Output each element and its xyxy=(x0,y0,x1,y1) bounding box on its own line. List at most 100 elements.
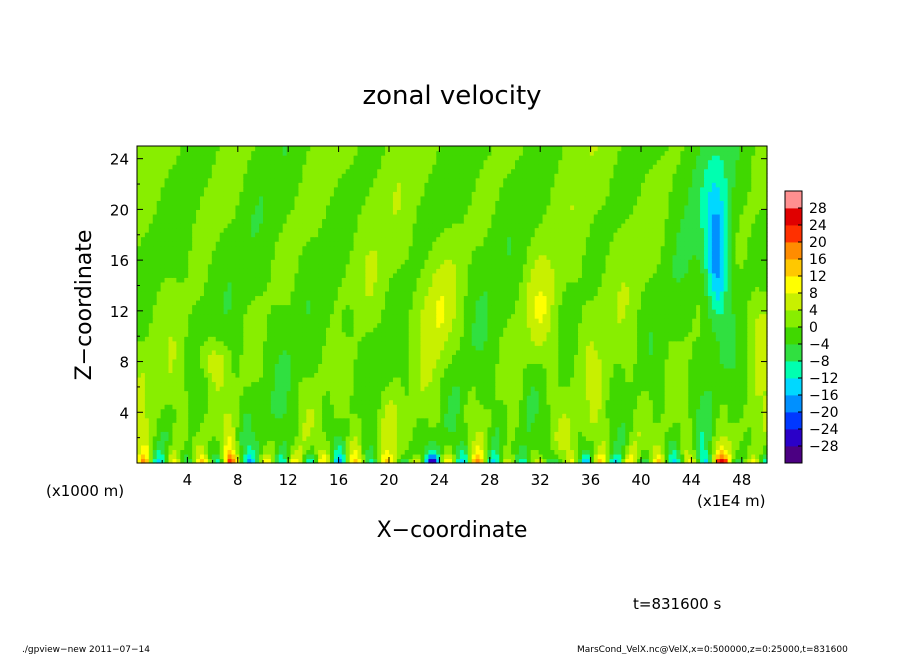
heatmap-cell xyxy=(731,358,737,364)
heatmap-cell xyxy=(499,381,504,387)
heatmap-cell xyxy=(349,390,355,396)
heatmap-cell xyxy=(735,449,741,455)
heatmap-cell xyxy=(739,386,744,392)
heatmap-cell xyxy=(452,372,457,378)
heatmap-cell xyxy=(471,453,477,460)
heatmap-cell xyxy=(534,413,540,419)
heatmap-cell xyxy=(152,390,158,396)
heatmap-cell xyxy=(601,327,607,333)
heatmap-cell xyxy=(306,417,311,423)
heatmap-cell xyxy=(298,331,303,337)
heatmap-cell xyxy=(491,345,496,351)
heatmap-cell xyxy=(416,331,422,337)
heatmap-cell xyxy=(192,458,197,464)
heatmap-cell xyxy=(578,426,583,432)
heatmap-cell xyxy=(542,399,548,405)
heatmap-cell xyxy=(408,345,414,351)
heatmap-cell xyxy=(160,381,166,387)
heatmap-cell xyxy=(392,426,398,432)
heatmap-cell xyxy=(755,408,760,414)
heatmap-cell xyxy=(684,413,689,419)
heatmap-cell xyxy=(377,386,382,392)
heatmap-cell xyxy=(676,331,681,337)
heatmap-cell xyxy=(597,404,603,410)
heatmap-cell xyxy=(263,376,268,383)
heatmap-cell xyxy=(471,336,477,342)
heatmap-cell xyxy=(601,349,607,355)
heatmap-cell xyxy=(633,345,638,351)
heatmap-cell xyxy=(648,390,654,396)
heatmap-cell xyxy=(243,404,248,410)
heatmap-cell xyxy=(361,417,366,423)
heatmap-cell xyxy=(763,372,768,378)
heatmap-cell xyxy=(231,458,237,464)
heatmap-cell xyxy=(530,372,536,378)
heatmap-cell xyxy=(542,440,548,446)
heatmap-cell xyxy=(448,386,453,392)
heatmap-cell xyxy=(223,345,229,351)
heatmap-cell xyxy=(310,422,315,428)
heatmap-cell xyxy=(459,417,465,423)
heatmap-cell xyxy=(491,440,496,446)
heatmap-cell xyxy=(373,431,378,437)
heatmap-cell xyxy=(196,426,201,432)
heatmap-cell xyxy=(152,458,158,464)
heatmap-cell xyxy=(715,426,721,432)
heatmap-cell xyxy=(727,453,733,460)
heatmap-cell xyxy=(522,413,528,419)
heatmap-cell xyxy=(448,399,453,405)
heatmap-cell xyxy=(298,340,303,346)
heatmap-cell xyxy=(719,372,725,378)
heatmap-cell xyxy=(416,358,422,364)
heatmap-cell xyxy=(263,349,268,355)
heatmap-cell xyxy=(436,399,441,405)
heatmap-cell xyxy=(416,422,422,428)
heatmap-cell xyxy=(176,354,181,360)
heatmap-cell xyxy=(333,390,339,396)
heatmap-cell xyxy=(247,440,252,446)
heatmap-cell xyxy=(759,435,764,441)
heatmap-cell xyxy=(412,345,418,351)
heatmap-cell xyxy=(223,440,229,446)
heatmap-cell xyxy=(243,431,248,437)
heatmap-cell xyxy=(747,358,752,364)
heatmap-cell xyxy=(326,395,331,401)
heatmap-cell xyxy=(357,381,363,387)
heatmap-cell xyxy=(369,372,374,378)
heatmap-cell xyxy=(416,354,422,360)
heatmap-cell xyxy=(479,363,485,369)
heatmap-cell xyxy=(495,413,500,419)
heatmap-cell xyxy=(385,422,390,428)
heatmap-cell xyxy=(373,367,378,374)
heatmap-cell xyxy=(570,431,575,437)
heatmap-cell xyxy=(389,435,394,441)
heatmap-cell xyxy=(314,449,319,455)
heatmap-cell xyxy=(404,404,410,410)
heatmap-cell xyxy=(310,327,315,333)
heatmap-cell xyxy=(255,381,260,387)
heatmap-cell xyxy=(688,345,693,351)
heatmap-cell xyxy=(377,367,382,374)
heatmap-cell xyxy=(684,376,689,383)
heatmap-cell xyxy=(184,331,189,337)
heatmap-cell xyxy=(140,327,146,333)
heatmap-cell xyxy=(463,336,469,342)
heatmap-cell xyxy=(507,417,512,423)
heatmap-cell xyxy=(711,386,717,392)
heatmap-cell xyxy=(322,358,327,364)
heatmap-cell xyxy=(263,453,268,460)
heatmap-cell xyxy=(282,327,288,333)
heatmap-cell xyxy=(172,345,177,351)
heatmap-cell xyxy=(361,367,366,374)
heatmap-cell xyxy=(731,345,737,351)
heatmap-cell xyxy=(448,327,453,333)
heatmap-cell xyxy=(719,340,725,346)
heatmap-cell xyxy=(353,458,359,464)
heatmap-cell xyxy=(692,458,697,464)
heatmap-cell xyxy=(755,367,760,374)
heatmap-cell xyxy=(621,327,626,333)
heatmap-cell xyxy=(373,386,378,392)
heatmap-cell xyxy=(487,358,492,364)
heatmap-cell xyxy=(341,336,347,342)
heatmap-cell xyxy=(318,349,323,355)
